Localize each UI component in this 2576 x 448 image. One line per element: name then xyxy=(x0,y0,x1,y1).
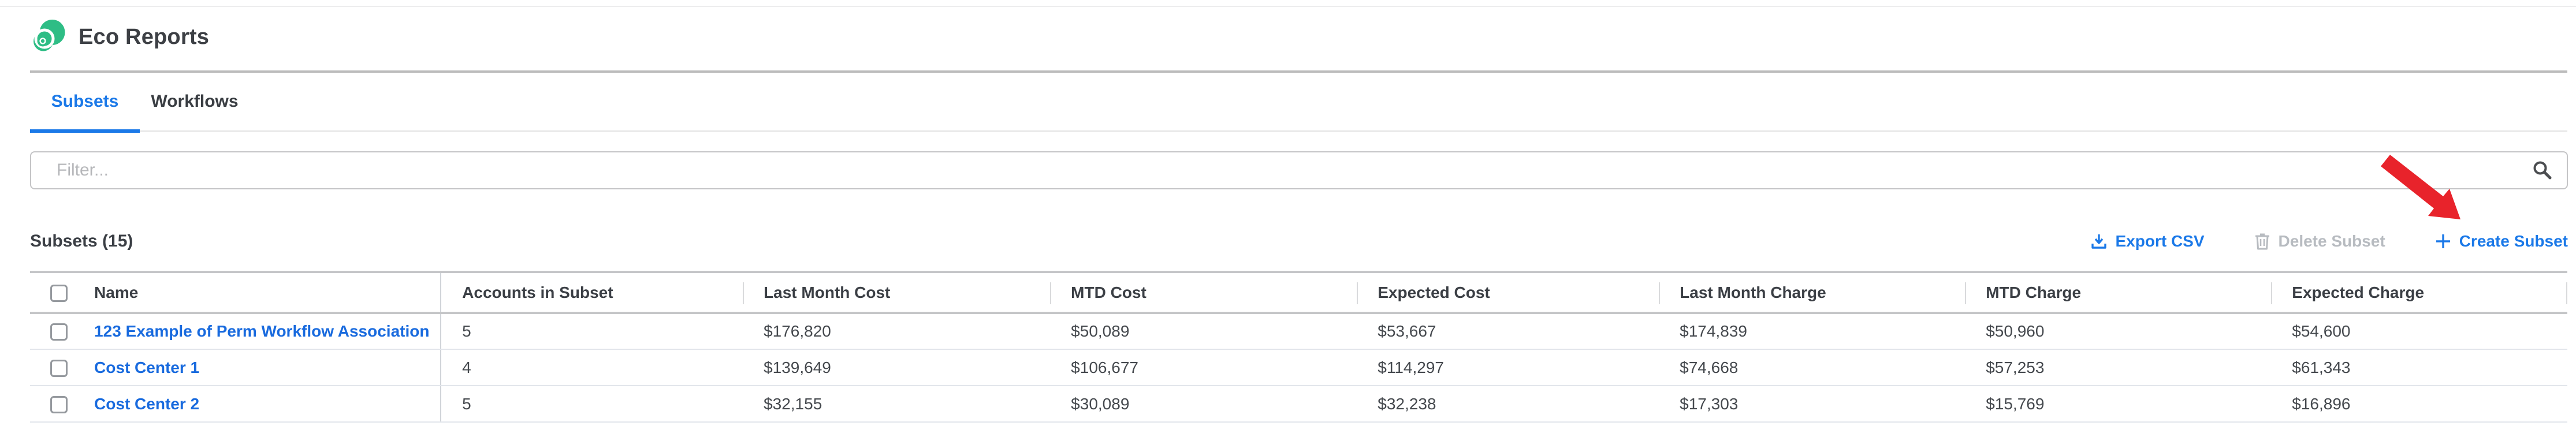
expected-cost-cell: $32,238 xyxy=(1357,386,1659,423)
row-checkbox[interactable] xyxy=(50,323,68,341)
actions-group: Export CSV Delete Subset Create Subset xyxy=(2090,232,2568,251)
search-icon xyxy=(2533,161,2552,180)
header-divider xyxy=(30,70,2567,73)
mtd-cost-cell: $30,089 xyxy=(1050,386,1357,423)
mtd-cost-cell: $106,677 xyxy=(1050,349,1357,386)
subset-name-link[interactable]: Cost Center 2 xyxy=(94,394,200,413)
download-icon xyxy=(2091,234,2106,249)
expected-charge-cell: $16,896 xyxy=(2271,386,2567,423)
plus-icon xyxy=(2436,234,2450,248)
last-month-cost-cell: $32,155 xyxy=(743,386,1051,423)
expected-cost-cell: $114,297 xyxy=(1357,349,1659,386)
column-header-expected-cost: Expected Cost xyxy=(1357,272,1659,313)
column-header-last-month-charge: Last Month Charge xyxy=(1659,272,1965,313)
row-checkbox[interactable] xyxy=(50,359,68,377)
trash-icon xyxy=(2255,233,2269,250)
column-header-mtd-cost: MTD Cost xyxy=(1050,272,1357,313)
create-subset-label: Create Subset xyxy=(2459,232,2568,250)
delete-subset-label: Delete Subset xyxy=(2278,232,2385,250)
mtd-cost-cell: $50,089 xyxy=(1050,313,1357,350)
table-row: Cost Center 2 5 $32,155 $30,089 $32,238 … xyxy=(30,386,2567,423)
column-header-mtd-charge: MTD Charge xyxy=(1965,272,2271,313)
select-all-checkbox[interactable] xyxy=(50,284,68,302)
subsets-table: Name Accounts in Subset Last Month Cost … xyxy=(30,271,2567,423)
last-month-charge-cell: $74,668 xyxy=(1659,349,1965,386)
column-header-accounts: Accounts in Subset xyxy=(462,283,613,301)
row-checkbox[interactable] xyxy=(50,395,68,413)
filter-bar xyxy=(30,151,2568,189)
mtd-charge-cell: $57,253 xyxy=(1965,349,2272,386)
app-header: Eco Reports xyxy=(0,0,2576,55)
expected-charge-cell: $54,600 xyxy=(2271,313,2567,350)
accounts-cell: 5 xyxy=(441,313,743,350)
tab-bar: Subsets Workflows xyxy=(30,73,2567,133)
list-action-bar: Subsets (15) Export CSV Delete Subset xyxy=(30,226,2568,256)
subset-name-link[interactable]: Cost Center 1 xyxy=(94,358,200,376)
table-header-row: Name Accounts in Subset Last Month Cost … xyxy=(30,272,2567,313)
accounts-cell: 4 xyxy=(441,349,743,386)
column-header-expected-charge: Expected Charge xyxy=(2271,272,2567,313)
mtd-charge-cell: $50,960 xyxy=(1965,313,2272,350)
last-month-charge-cell: $17,303 xyxy=(1659,386,1965,423)
page-title: Eco Reports xyxy=(79,24,210,49)
mtd-charge-cell: $15,769 xyxy=(1965,386,2272,423)
tab-workflows[interactable]: Workflows xyxy=(151,92,239,111)
filter-input[interactable] xyxy=(30,151,2568,189)
accounts-cell: 5 xyxy=(441,386,743,423)
list-title: Subsets (15) xyxy=(30,232,133,251)
top-hairline xyxy=(0,6,2576,7)
last-month-cost-cell: $139,649 xyxy=(743,349,1051,386)
eco-logo-icon xyxy=(33,20,65,51)
column-header-name: Name xyxy=(82,272,442,313)
export-csv-label: Export CSV xyxy=(2115,232,2205,250)
expected-cost-cell: $53,667 xyxy=(1357,313,1659,350)
tab-subsets[interactable]: Subsets xyxy=(30,73,140,133)
last-month-cost-cell: $176,820 xyxy=(743,313,1051,350)
create-subset-button[interactable]: Create Subset xyxy=(2435,232,2568,251)
table-row: 123 Example of Perm Workflow Association… xyxy=(30,313,2567,350)
table-row: Cost Center 1 4 $139,649 $106,677 $114,2… xyxy=(30,349,2567,386)
expected-charge-cell: $61,343 xyxy=(2271,349,2567,386)
column-header-last-month-cost: Last Month Cost xyxy=(743,272,1050,313)
export-csv-button[interactable]: Export CSV xyxy=(2090,232,2205,251)
last-month-charge-cell: $174,839 xyxy=(1659,313,1965,350)
subset-name-link[interactable]: 123 Example of Perm Workflow Association xyxy=(94,322,430,340)
delete-subset-button[interactable]: Delete Subset xyxy=(2254,232,2385,251)
